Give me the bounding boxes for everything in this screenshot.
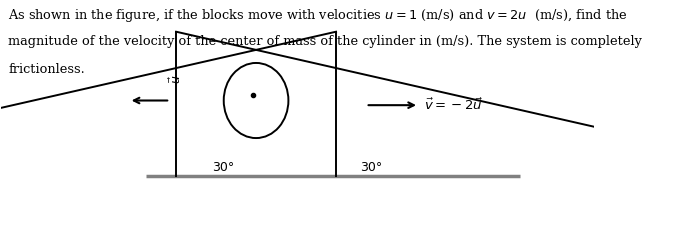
Text: $\vec{v} = -2\vec{u}$: $\vec{v} = -2\vec{u}$ bbox=[424, 97, 482, 113]
Text: 30°: 30° bbox=[361, 161, 383, 174]
Text: $\vec{u}$: $\vec{u}$ bbox=[168, 75, 184, 84]
Text: As shown in the figure, if the blocks move with velocities $u = 1$ (m/s) and $v : As shown in the figure, if the blocks mo… bbox=[8, 7, 628, 24]
Text: frictionless.: frictionless. bbox=[8, 63, 85, 76]
Text: magnitude of the velocity of the center of mass of the cylinder in (m/s). The sy: magnitude of the velocity of the center … bbox=[8, 35, 642, 48]
Text: 30°: 30° bbox=[212, 161, 235, 174]
